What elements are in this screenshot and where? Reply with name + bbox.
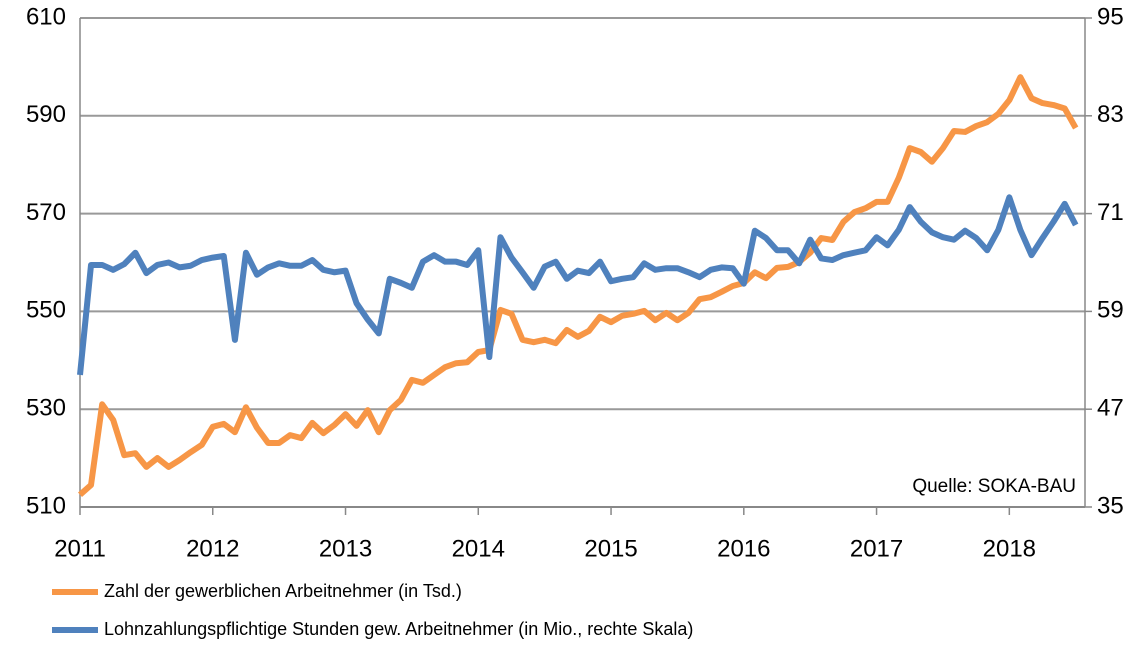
x-tick-label: 2012 [186,535,239,562]
x-tick-label: 2018 [983,535,1036,562]
y-tick-label: 550 [26,297,66,324]
y-tick-label: 590 [26,101,66,128]
y2-tick-label: 83 [1097,101,1124,128]
y2-tick-label: 71 [1097,199,1124,226]
legend-label: Zahl der gewerblichen Arbeitnehmer (in T… [104,581,462,601]
series-line [78,74,1079,498]
y2-tick-label: 35 [1097,492,1124,519]
x-tick-label: 2013 [319,535,372,562]
y2-tick-label: 95 [1097,3,1124,30]
y-tick-label: 510 [26,492,66,519]
y-tick-label: 530 [26,395,66,422]
legend-label: Lohnzahlungspflichtige Stunden gew. Arbe… [104,619,693,639]
x-tick-label: 2011 [54,535,106,562]
y2-tick-label: 47 [1097,395,1124,422]
x-tick-label: 2017 [850,535,903,562]
x-tick-label: 2015 [584,535,637,562]
series-line [77,194,1079,376]
source-note: Quelle: SOKA-BAU [912,476,1076,497]
y-tick-label: 570 [26,199,66,226]
x-tick-label: 2014 [452,535,505,562]
x-tick-label: 2016 [717,535,770,562]
y-tick-label: 610 [26,3,66,30]
y2-tick-label: 59 [1097,297,1124,324]
